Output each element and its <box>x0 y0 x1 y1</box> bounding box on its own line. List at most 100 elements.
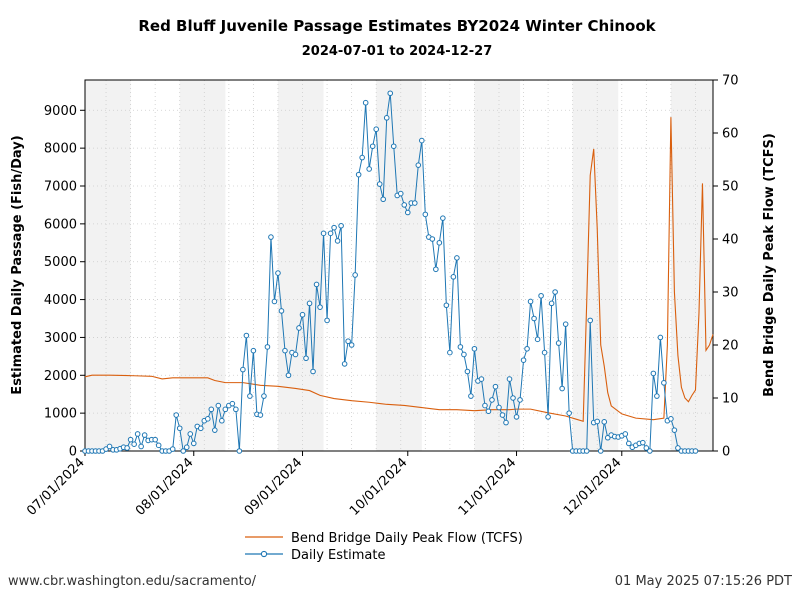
estimate-point <box>373 126 380 133</box>
estimate-point <box>454 255 460 261</box>
estimate-point <box>654 393 660 399</box>
estimate-point <box>257 412 264 418</box>
shaded-period <box>572 80 619 451</box>
estimate-point <box>559 385 565 392</box>
estimate-point <box>443 302 450 309</box>
estimate-point <box>306 300 313 307</box>
estimate-point <box>208 406 215 413</box>
estimate-point <box>492 383 499 390</box>
estimate-point <box>419 137 425 144</box>
estimate-point <box>236 448 243 454</box>
estimate-point <box>499 412 506 418</box>
estimate-point <box>197 425 204 432</box>
legend: Bend Bridge Daily Peak Flow (TCFS) Daily… <box>245 531 523 563</box>
estimate-point <box>271 298 278 305</box>
estimate-point <box>657 334 664 341</box>
estimate-point <box>503 419 509 426</box>
estimate-point <box>643 445 650 451</box>
y2-tick-label: 60 <box>722 127 739 142</box>
y2-tick-label: 70 <box>722 74 739 89</box>
estimate-point <box>376 181 383 187</box>
estimate-point <box>583 448 590 454</box>
estimate-point <box>219 417 225 424</box>
estimate-point <box>597 448 604 454</box>
estimate-point <box>538 292 544 299</box>
chart-title: Red Bluff Juvenile Passage Estimates BY2… <box>138 17 656 35</box>
estimate-point <box>383 115 390 121</box>
estimate-point <box>169 446 176 452</box>
estimate-point <box>594 418 601 425</box>
y-tick-label: 9000 <box>44 104 77 119</box>
estimate-point <box>362 99 369 106</box>
estimate-point <box>282 347 288 354</box>
estimate-point <box>296 325 302 331</box>
source-url: www.cbr.washington.edu/sacramento/ <box>8 574 257 589</box>
estimate-point <box>440 215 446 221</box>
estimate-point <box>496 404 502 411</box>
estimate-point <box>506 376 513 382</box>
estimate-point <box>622 431 629 437</box>
estimate-point <box>482 402 488 409</box>
y2-tick-label: 30 <box>722 286 739 301</box>
estimate-point <box>278 308 285 314</box>
estimate-point <box>471 345 478 352</box>
estimate-point <box>429 236 436 242</box>
estimate-point <box>320 230 327 237</box>
estimate-point <box>527 298 534 305</box>
estimate-point <box>334 238 341 244</box>
y2-tick-label: 40 <box>722 233 739 248</box>
y-tick-label: 4000 <box>44 293 77 308</box>
estimate-point <box>303 355 309 362</box>
estimate-point <box>131 441 137 447</box>
estimate-point <box>401 202 408 208</box>
estimate-point <box>138 443 144 450</box>
estimate-point <box>566 410 572 416</box>
estimate-point <box>275 270 281 276</box>
estimate-point <box>520 357 527 363</box>
y2-tick-label: 10 <box>722 392 739 407</box>
right-y-axis: 0 10 20 30 40 50 60 70 <box>713 74 739 460</box>
estimate-point <box>190 440 197 447</box>
estimate-point <box>671 427 678 433</box>
estimate-point <box>524 345 530 352</box>
series-daily-estimate <box>82 90 699 454</box>
estimate-point <box>187 431 194 437</box>
estimate-point <box>531 315 537 322</box>
estimate-point <box>345 338 351 345</box>
estimate-point <box>387 90 394 97</box>
estimate-point <box>285 372 292 379</box>
estimate-point <box>380 196 387 203</box>
estimate-point <box>461 351 467 358</box>
estimate-point <box>404 209 411 216</box>
estimate-point <box>517 397 523 403</box>
estimate-point <box>415 162 422 168</box>
estimate-point <box>222 406 229 413</box>
estimate-point <box>341 361 348 367</box>
series-flow <box>84 117 714 423</box>
legend-estimate-label: Daily Estimate <box>291 548 385 563</box>
legend-estimate-marker <box>260 550 268 558</box>
shaded-period <box>179 80 226 451</box>
estimate-point <box>183 444 190 451</box>
y-tick-label: 6000 <box>44 217 77 232</box>
estimate-point <box>173 412 180 418</box>
y-axis-label: Estimated Daily Passage (Fish/Day) <box>10 135 25 394</box>
estimate-point <box>513 414 520 420</box>
estimate-point <box>247 393 253 399</box>
estimate-point <box>534 336 541 343</box>
estimate-point <box>141 432 148 438</box>
estimate-point <box>152 436 158 443</box>
estimate-point <box>457 344 464 350</box>
y2-axis-label: Bend Bridge Daily Peak Flow (TCFS) <box>762 133 777 397</box>
estimate-point <box>310 368 316 375</box>
estimate-point <box>299 311 306 318</box>
estimate-point <box>324 317 330 324</box>
estimate-point <box>562 321 569 327</box>
flow-line <box>84 117 714 423</box>
estimate-point <box>352 272 358 278</box>
estimate-point <box>124 445 130 451</box>
estimate-point <box>640 439 646 446</box>
estimate-point <box>555 340 562 346</box>
estimate-point <box>338 222 344 229</box>
estimate-point <box>106 443 113 450</box>
